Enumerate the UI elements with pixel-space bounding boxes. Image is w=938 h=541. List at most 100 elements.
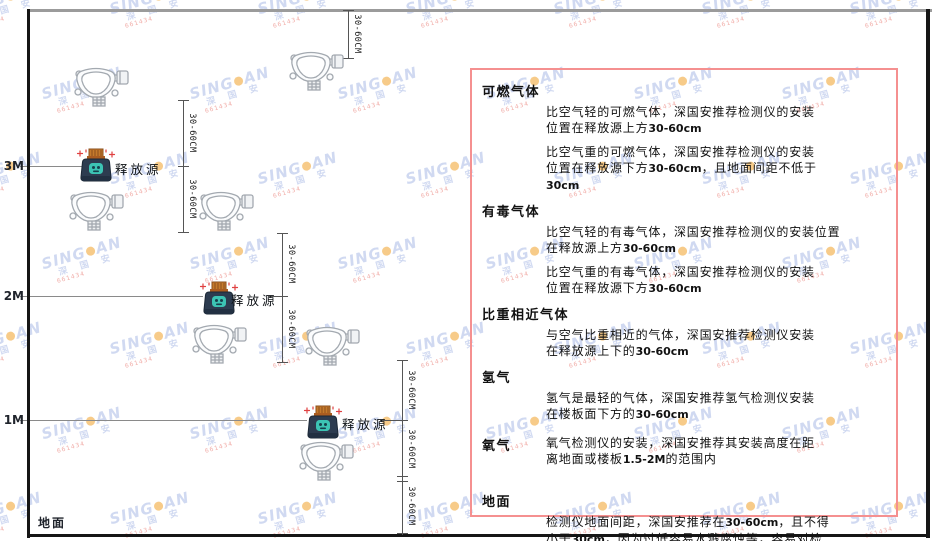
dim-tick — [397, 360, 408, 361]
dim-tick — [178, 166, 189, 167]
watermark-dot-icon — [301, 160, 313, 172]
dimension-label: 30-60CM — [187, 113, 197, 153]
dim-tick — [277, 233, 288, 234]
section-paragraph: 比空气重的可燃气体，深国安推荐检测仪的安装 位置在释放源下方30-60cm，且地面… — [546, 145, 817, 192]
watermark-cn-text: 深 国 安 — [273, 167, 333, 193]
gas-detector-icon — [72, 65, 130, 107]
release-source-label: 释放源 — [231, 293, 278, 308]
gas-detector-icon — [197, 189, 255, 231]
watermark-dot-icon — [85, 415, 97, 427]
watermark-dot-icon — [85, 245, 97, 257]
watermark-sub-text: 661434 — [124, 15, 154, 31]
watermark-dot-icon — [5, 0, 17, 2]
section-paragraph: 检测仪地面间距，深国安推荐在30-60cm，且不得 小于30cm，因为过低容易水溅… — [546, 515, 830, 541]
watermark-cn-text: 深 国 安 — [125, 507, 185, 533]
dim-tick — [178, 232, 189, 233]
dim-tick — [397, 476, 408, 477]
dimension-label: 30-60CM — [352, 14, 362, 54]
watermark-dot-icon — [233, 245, 245, 257]
section-header: 氢气 — [482, 371, 512, 386]
dimension-line — [348, 10, 349, 58]
section-paragraph: 比空气轻的可燃气体，深国安推荐检测仪的安装 位置在释放源上方30-60cm — [546, 105, 815, 135]
watermark-sub-text: 661434 — [352, 100, 382, 116]
section-body: 氧气检测仪的安装，深国安推荐其安装高度在距 离地面或楼板1.5-2M的范围内 — [546, 430, 815, 475]
watermark-sub-text: 661434 — [0, 15, 6, 31]
watermark-cn-text: 深 国 安 — [353, 82, 413, 108]
watermark-sub-text: 661434 — [352, 270, 382, 286]
dim-tick — [397, 533, 408, 534]
height-label-1m: 1M — [3, 413, 24, 427]
watermark-cn-text: 深 国 安 — [57, 252, 117, 278]
dim-tick — [343, 10, 354, 11]
level-line-3m — [20, 166, 82, 167]
watermark-dot-icon — [153, 0, 165, 2]
watermark-dot-icon — [449, 0, 461, 2]
watermark-dot-icon — [381, 245, 393, 257]
dim-tick — [178, 100, 189, 101]
watermark-dot-icon — [893, 0, 905, 2]
watermark-dot-icon — [449, 500, 461, 512]
panel-section: 比重相近气体与空气比重相近的气体，深国安推荐检测仪安装 在释放源上下的30-60c… — [482, 304, 884, 360]
panel-section: 氧气 氧气检测仪的安装，深国安推荐其安装高度在距 离地面或楼板1.5-2M的范围内 — [482, 430, 884, 475]
watermark-cn-text: 深 国 安 — [273, 507, 333, 533]
watermark-sub-text: 661434 — [716, 15, 746, 31]
dimension-label: 30-60CM — [187, 179, 197, 219]
release-source-icon — [199, 281, 239, 317]
dim-tick — [277, 362, 288, 363]
watermark-dot-icon — [5, 500, 17, 512]
watermark-dot-icon — [381, 75, 393, 87]
watermark-dot-icon — [597, 0, 609, 2]
watermark-dot-icon — [301, 500, 313, 512]
ground-label: 地面 — [38, 516, 67, 530]
watermark-dot-icon — [5, 330, 17, 342]
dimension-line — [282, 233, 283, 362]
ground-line — [28, 534, 930, 537]
watermark-dot-icon — [233, 75, 245, 87]
watermark-sub-text: 661434 — [272, 185, 302, 201]
watermark-sub-text: 661434 — [56, 270, 86, 286]
watermark-cn-text: 深 国 安 — [205, 422, 265, 448]
watermark-cn-text: 深 国 安 — [353, 252, 413, 278]
watermark-dot-icon — [153, 500, 165, 512]
panel-section: 地面 检测仪地面间距，深国安推荐在30-60cm，且不得 小于30cm，因为过低容易… — [482, 491, 884, 541]
section-paragraph: 比空气轻的有毒气体，深国安推荐检测仪的安装位置 在释放源上方30-60cm — [546, 225, 841, 255]
section-paragraph: 与空气比重相近的气体，深国安推荐检测仪安装 在释放源上下的30-60cm — [546, 328, 815, 358]
section-header: 比重相近气体 — [482, 308, 570, 323]
panel-section: 可燃气体 比空气轻的可燃气体，深国安推荐检测仪的安装 位置在释放源上方30-60cm… — [482, 81, 884, 194]
dimension-label: 30-60CM — [406, 486, 416, 526]
watermark-cn-text: 深 国 安 — [57, 422, 117, 448]
watermark-dot-icon — [449, 160, 461, 172]
watermark-sub-text: 661434 — [568, 15, 598, 31]
dim-tick — [397, 420, 408, 421]
watermark-sub-text: 661434 — [56, 440, 86, 456]
watermark-dot-icon — [153, 330, 165, 342]
dimension-label: 30-60CM — [406, 370, 416, 410]
watermark-dot-icon — [449, 330, 461, 342]
panel-section: 氢气 氢气是最轻的气体，深国安推荐氢气检测仪安装 在楼板面下方的30-60cm — [482, 367, 884, 423]
section-paragraph: 氧气检测仪的安装，深国安推荐其安装高度在距 离地面或楼板1.5-2M的范围内 — [546, 436, 815, 466]
watermark-dot-icon — [301, 0, 313, 2]
section-paragraph: 比空气重的有毒气体，深国安推荐检测仪的安装 位置在释放源下方30-60cm — [546, 265, 815, 295]
section-header: 有毒气体 — [482, 205, 541, 220]
dimension-line — [402, 360, 403, 535]
installation-guide-panel: 可燃气体 比空气轻的可燃气体，深国安推荐检测仪的安装 位置在释放源上方30-60cm… — [470, 68, 898, 541]
gas-detector-icon — [287, 49, 345, 91]
